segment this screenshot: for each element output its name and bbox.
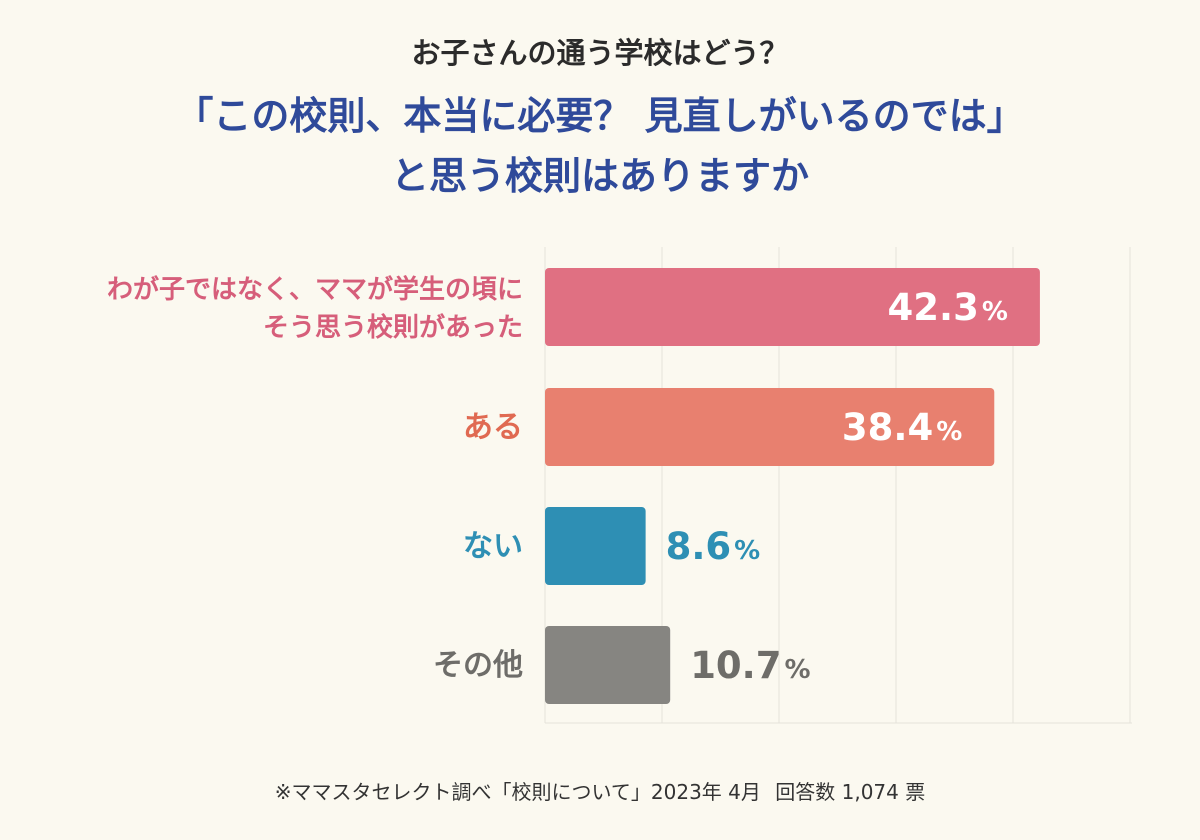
value-number-1: 38.4	[842, 406, 933, 449]
value-label-3: 10.7%	[690, 644, 810, 687]
category-label-2-0: ない	[463, 529, 523, 564]
value-label-2: 8.6%	[666, 525, 761, 568]
bar-1	[545, 388, 995, 466]
value-number-3: 10.7	[690, 644, 781, 687]
value-unit-3: %	[784, 655, 810, 685]
bar-3	[545, 626, 671, 704]
chart-title-line-1: 「この校則、本当に必要？ 見直しがいるのでは」	[175, 94, 1025, 138]
chart-title: 「この校則、本当に必要？ 見直しがいるのでは」 と思う校則はありますか	[0, 86, 1200, 206]
value-unit-0: %	[982, 297, 1008, 327]
value-unit-2: %	[734, 536, 760, 566]
category-label-3-0: その他	[433, 648, 523, 683]
category-label-1-0: ある	[463, 410, 523, 445]
value-number-2: 8.6	[666, 525, 732, 568]
value-label-0: 42.3%	[888, 286, 1008, 329]
survey-source: ※ママスタセレクト調べ「校則について」2023年 4月	[274, 780, 761, 804]
chart-subtitle: お子さんの通う学校はどう？	[411, 36, 789, 70]
survey-responses: 回答数 1,074 票	[775, 780, 926, 804]
bar-0	[545, 268, 1040, 346]
value-number-0: 42.3	[888, 286, 979, 329]
chart-title-line-2: と思う校則はありますか	[390, 154, 809, 198]
bar-2	[545, 507, 646, 585]
value-label-1: 38.4%	[842, 406, 962, 449]
survey-footnote: ※ママスタセレクト調べ「校則について」2023年 4月 回答数 1,074 票	[0, 776, 1200, 805]
value-unit-1: %	[936, 417, 962, 447]
category-label-0-1: そう思う校則があった	[263, 312, 523, 343]
category-label-0-0: わが子ではなく、ママが学生の頃に	[107, 274, 523, 305]
